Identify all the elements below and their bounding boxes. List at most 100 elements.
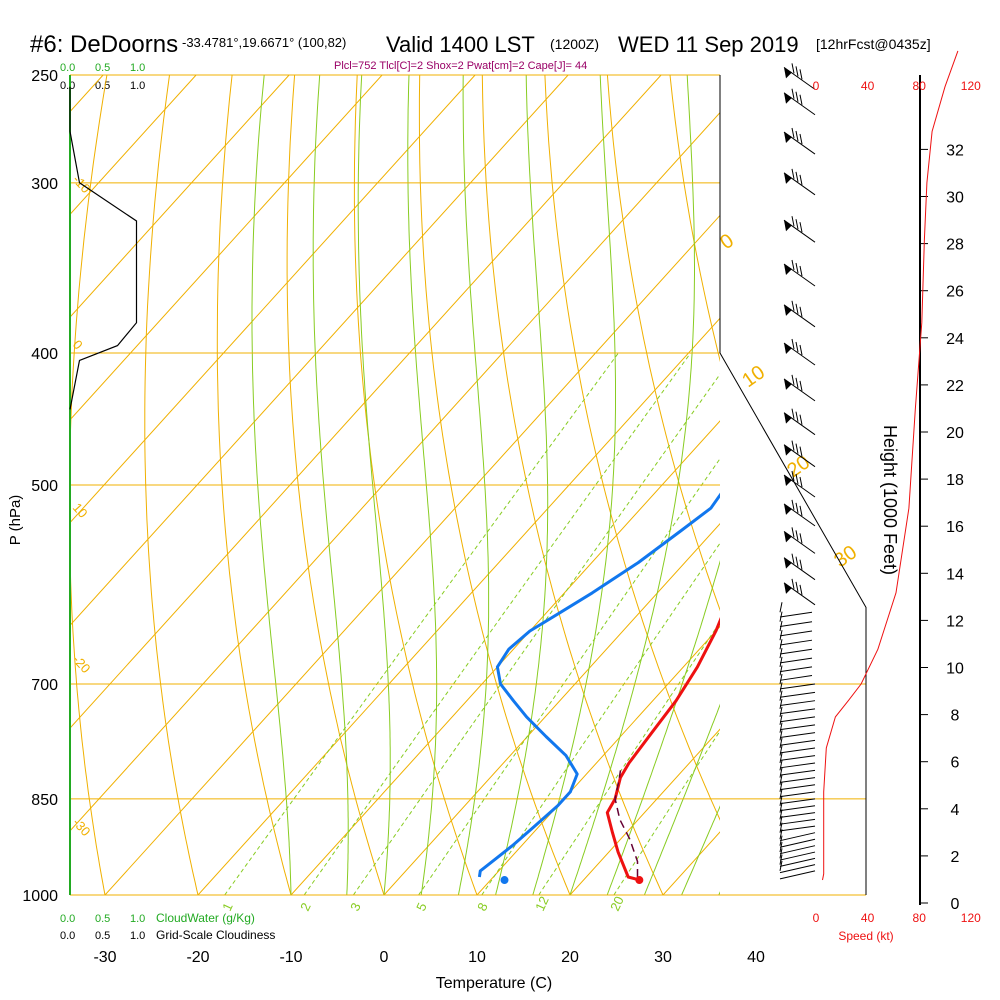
barb-feather — [791, 63, 795, 74]
wind-barb — [779, 639, 813, 655]
station-title: #6: DeDoorns — [30, 31, 178, 58]
barb-staff — [779, 611, 813, 618]
moist-adiabat — [569, 75, 695, 895]
temp-tick-0: 0 — [380, 949, 389, 966]
barb-feather — [791, 168, 795, 179]
cloudiness-label: Grid-Scale Cloudiness — [156, 928, 275, 942]
barb-feather — [791, 88, 795, 99]
temp-tick--30: -30 — [93, 949, 116, 966]
barb-staff — [779, 700, 816, 706]
wind-barb — [783, 578, 816, 606]
barb-staff — [779, 708, 816, 715]
wind-barb — [783, 470, 816, 498]
barb-pennant — [784, 92, 792, 104]
barb-feather — [791, 216, 795, 227]
wind-barb — [783, 259, 816, 287]
wind-barb — [779, 730, 816, 746]
height-label-8: 8 — [951, 708, 960, 725]
top-cloud-green-2: 1.0 — [130, 62, 145, 74]
temp-tick-40: 40 — [747, 949, 765, 966]
speed-bottom-40: 40 — [861, 911, 875, 925]
barb-staff — [779, 639, 813, 646]
speed-top-80: 80 — [913, 79, 927, 93]
grid-clip — [70, 51, 1000, 924]
valid-date: WED 11 Sep 2019 — [618, 32, 799, 57]
surface-temperature-dot — [635, 876, 644, 885]
barb-staff — [779, 747, 816, 754]
barb-pennant — [784, 475, 792, 486]
barb-staff — [779, 832, 816, 842]
wind-barb — [779, 630, 813, 646]
dry-adiabat — [977, 51, 1000, 924]
barb-feather — [791, 408, 795, 419]
barb-feather — [795, 556, 799, 567]
mixing-ratio-label: 3 — [347, 900, 364, 913]
bottom-cloud-scale: 0.0 0.5 1.0 CloudWater (g/Kg) 0.0 0.5 1.… — [60, 911, 275, 942]
dry-adiabat — [669, 75, 720, 363]
bottom-cloud-black-2: 1.0 — [130, 930, 145, 942]
wind-barb — [779, 841, 816, 861]
parcel-line — [614, 770, 639, 877]
barb-staff — [779, 805, 816, 812]
wind-barb — [779, 848, 816, 867]
isotherm-line — [70, 75, 290, 318]
height-label-24: 24 — [946, 331, 964, 348]
wind-barb — [783, 216, 816, 243]
wind-barb — [779, 611, 813, 627]
barb-staff — [779, 630, 813, 637]
mixing-ratio-label: 12 — [532, 894, 552, 913]
bottom-cloud-black-1: 0.5 — [95, 930, 110, 942]
temp-tick-30: 30 — [654, 949, 672, 966]
barb-pennant — [784, 132, 792, 144]
pressure-tick-250: 250 — [31, 68, 58, 85]
barb-feather — [799, 222, 803, 233]
barb-staff — [779, 845, 816, 855]
barb-pennant — [784, 557, 792, 569]
barb-staff — [779, 818, 816, 825]
wind-barb — [783, 553, 816, 581]
cloud-water-profile — [69, 86, 138, 410]
wind-barb — [779, 774, 816, 791]
height-label-4: 4 — [951, 802, 960, 819]
wind-barb — [779, 760, 816, 776]
barb-flag — [779, 745, 783, 756]
barb-pennant — [784, 503, 792, 515]
mixing-ratio-line — [613, 730, 720, 895]
speed-bottom-120: 120 — [961, 911, 981, 925]
top-cloud-green-0: 0.0 — [60, 62, 75, 74]
wind-barb — [779, 673, 816, 690]
wind-barb — [783, 63, 816, 90]
dry-adiabat-label: 10 — [738, 361, 769, 392]
indices-text: Plcl=752 Tlcl[C]=2 Shox=2 Pwat[cm]=2 Cap… — [334, 60, 587, 72]
moist-adiabat — [407, 75, 438, 895]
barb-feather — [791, 440, 795, 451]
wind-barb — [779, 829, 816, 848]
wind-barb — [779, 745, 816, 761]
barb-staff — [779, 732, 816, 738]
barb-feather — [795, 530, 799, 541]
wind-barb — [783, 168, 816, 196]
barb-feather — [795, 581, 799, 592]
barb-feather — [795, 130, 799, 142]
height-speed-panel: 0246810121416182022242628303200404080801… — [813, 50, 981, 925]
barb-flag — [779, 752, 783, 764]
moist-adiabat — [606, 560, 720, 895]
barb-flag — [779, 781, 783, 792]
barb-feather — [799, 174, 803, 185]
barb-feather — [799, 505, 803, 516]
speed-bottom-80: 80 — [913, 911, 927, 925]
dry-adiabat — [606, 75, 720, 612]
barb-staff — [779, 769, 816, 776]
wind-barb — [779, 682, 816, 698]
barb-flag — [779, 714, 783, 725]
isotherm-line — [476, 625, 720, 895]
barb-feather — [799, 533, 803, 544]
wind-barb — [779, 781, 816, 798]
dry-adiabat — [286, 75, 385, 895]
dry-adiabat — [353, 75, 478, 895]
wind-barb — [779, 665, 813, 681]
wind-barb — [783, 499, 816, 527]
forecast-label: [12hrFcst@0435z] — [816, 36, 931, 52]
